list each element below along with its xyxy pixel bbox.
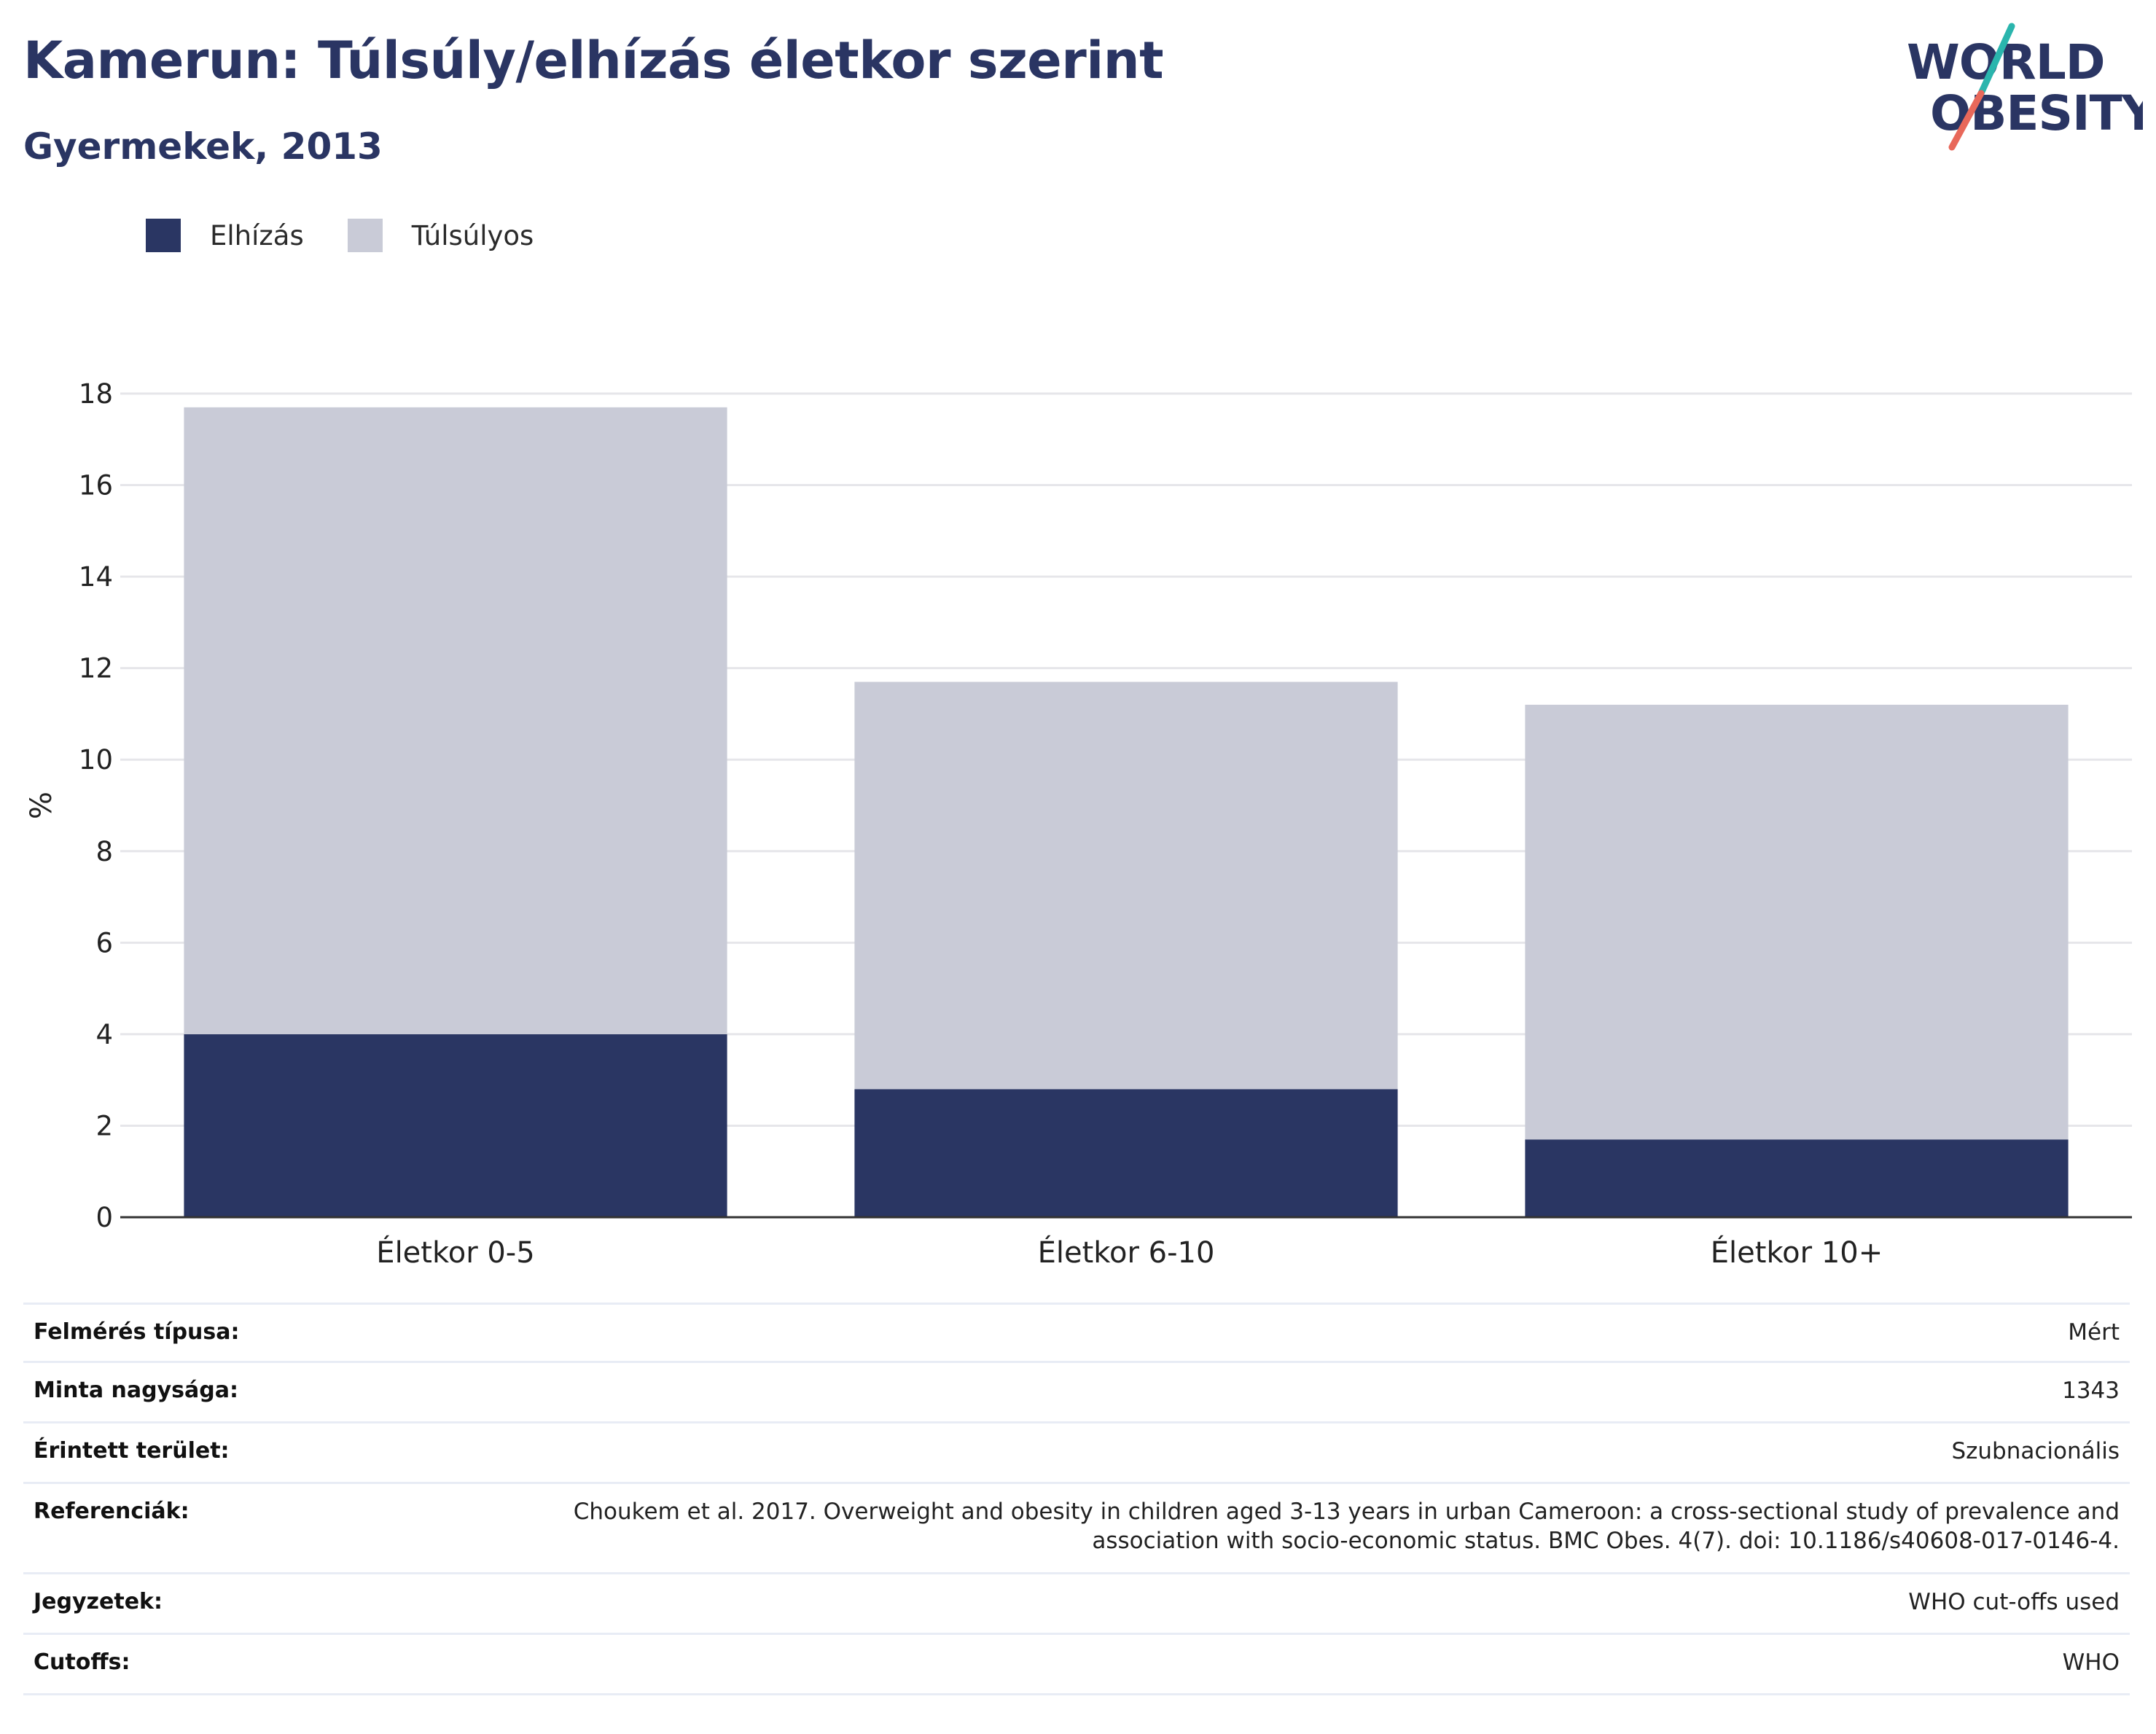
- legend-item-overweight[interactable]: Túlsúlyos: [347, 219, 534, 252]
- meta-row-notes: Jegyzetek: WHO cut-offs used: [23, 1574, 2130, 1635]
- meta-value: WHO cut-offs used: [1908, 1589, 2120, 1615]
- meta-row-survey-type: Felmérés típusa: Mért: [23, 1303, 2130, 1363]
- y-tick-label: 6: [95, 927, 113, 958]
- meta-row-references: Referenciák: Choukem et al. 2017. Overwe…: [23, 1484, 2130, 1574]
- legend-label-obesity: Elhízás: [210, 219, 304, 251]
- meta-value: 1343: [2062, 1378, 2120, 1404]
- bar-obesity-0: [184, 1034, 727, 1217]
- y-tick-label: 4: [95, 1019, 113, 1050]
- meta-label: Cutoffs:: [34, 1649, 130, 1675]
- y-tick-label: 14: [79, 561, 113, 593]
- logo-slash-coral: [1948, 90, 1985, 151]
- chart-legend: Elhízás Túlsúlyos: [146, 217, 577, 254]
- meta-label: Referenciák:: [34, 1499, 190, 1524]
- meta-row-cutoffs: Cutoffs: WHO: [23, 1635, 2130, 1695]
- bar-obesity-2: [1525, 1139, 2069, 1217]
- y-tick-label: 2: [95, 1110, 113, 1141]
- legend-swatch-obesity: [146, 219, 181, 252]
- stacked-bar-chart: 0 2 4 6 8 10 12 14 16 18% Életkor 0-5 Életkor 6-10 É…: [25, 378, 2132, 1268]
- bar-obesity-1: [854, 1089, 1398, 1217]
- world-obesity-logo: WORLD OBESITY: [1907, 23, 2143, 151]
- logo-slash-teal: [1977, 23, 2015, 97]
- legend-swatch-overweight: [347, 219, 383, 252]
- y-tick-label: 16: [79, 470, 113, 501]
- meta-label: Jegyzetek:: [34, 1589, 163, 1614]
- y-tick-label: 18: [79, 378, 113, 410]
- bar-overweight-0: [184, 407, 727, 1034]
- meta-value: Mért: [2068, 1319, 2120, 1346]
- meta-value: Choukem et al. 2017. Overweight and obes…: [573, 1499, 2120, 1554]
- y-tick-label: 10: [79, 744, 113, 776]
- x-tick-label: Életkor 0-5: [376, 1235, 534, 1268]
- meta-label: Érintett terület:: [34, 1438, 230, 1464]
- legend-item-obesity[interactable]: Elhízás: [146, 219, 304, 252]
- legend-label-overweight: Túlsúlyos: [411, 219, 534, 251]
- survey-details-table: Felmérés típusa: Mért Minta nagysága: 13…: [23, 1303, 2130, 1695]
- bar-overweight-1: [854, 682, 1398, 1090]
- meta-row-area-covered: Érintett terület: Szubnacionális: [23, 1423, 2130, 1484]
- meta-value: Szubnacionális: [1951, 1438, 2120, 1464]
- meta-row-sample-size: Minta nagysága: 1343: [23, 1363, 2130, 1423]
- x-tick-label: Életkor 6-10: [1038, 1235, 1215, 1268]
- chart-subtitle: Gyermekek, 2013: [23, 125, 383, 168]
- y-tick-label: 12: [79, 653, 113, 684]
- y-tick-label: 8: [95, 836, 113, 867]
- logo-text-obesity: OBESITY: [1930, 85, 2143, 141]
- chart-title: Kamerun: Túlsúly/elhízás életkor szerint: [23, 31, 1164, 90]
- y-tick-label: 0: [95, 1202, 113, 1233]
- meta-label: Minta nagysága:: [34, 1378, 238, 1403]
- y-axis-label: %: [25, 792, 58, 819]
- meta-value: WHO: [2062, 1649, 2120, 1676]
- meta-label: Felmérés típusa:: [34, 1319, 240, 1345]
- bar-overweight-2: [1525, 704, 2069, 1140]
- x-tick-label: Életkor 10+: [1711, 1235, 1883, 1268]
